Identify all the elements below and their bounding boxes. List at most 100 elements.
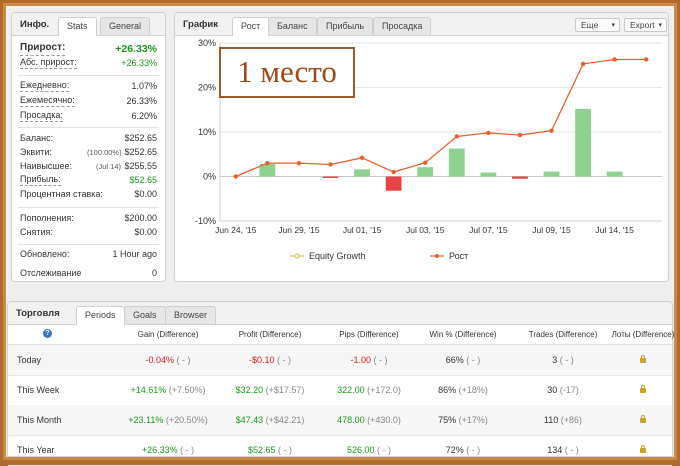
tab-browser[interactable]: Browser xyxy=(165,306,217,324)
lots-cell xyxy=(598,415,680,425)
win-cell: 75% (+17%) xyxy=(413,415,513,425)
column-header-gain[interactable]: Gain (Difference) xyxy=(137,330,199,339)
drawdown-label[interactable]: Просадка: xyxy=(20,110,63,122)
chart-panel: График Рост Баланс Прибыль Просадка Еще … xyxy=(174,12,669,282)
tab-balance[interactable]: Баланс xyxy=(268,17,317,35)
updated-row: Обновлено: 1 Hour ago xyxy=(20,248,157,261)
x-tick-label: Jul 03, '15 xyxy=(406,225,445,235)
info-icon[interactable]: ? xyxy=(43,329,52,338)
pips-diff: ( - ) xyxy=(373,355,388,365)
trades-value: 134 xyxy=(547,445,563,455)
tab-stats[interactable]: Stats xyxy=(58,17,97,36)
column-header-trades[interactable]: Trades (Difference) xyxy=(528,330,598,339)
pips-cell: 526.00 ( - ) xyxy=(319,445,419,455)
pips-value: 322.00 xyxy=(337,385,365,395)
growth-point xyxy=(265,160,270,166)
gain-value: -0.04% xyxy=(145,355,174,365)
highest-note: (Jul 14) xyxy=(96,162,122,171)
growth-point xyxy=(454,134,459,139)
column-header-pips[interactable]: Pips (Difference) xyxy=(339,330,399,339)
table-row: This Month +23.11% (+20.50%) $47.43 (+$42.… xyxy=(8,405,672,436)
overlay-text: 1 место xyxy=(237,54,337,89)
tracking-value: 0 xyxy=(151,268,157,278)
tab-profit[interactable]: Прибыль xyxy=(317,17,374,35)
growth-label[interactable]: Прирост: xyxy=(20,41,66,56)
lots-cell xyxy=(598,445,680,455)
gain-cell: +23.11% (+20.50%) xyxy=(118,415,218,425)
table-row: This Year +26.33% ( - ) $52.65 ( - ) 526.00… xyxy=(8,435,672,466)
legend-growth-label: Рост xyxy=(449,251,468,261)
y-tick-label: -10% xyxy=(195,216,216,226)
win-value: 66% xyxy=(445,355,464,365)
chevron-down-icon: ▾ xyxy=(658,22,662,29)
withdrawals-row: Снятия: $0.00 xyxy=(20,226,157,239)
profit-cell: $52.65 ( - ) xyxy=(220,445,320,455)
trading-title: Торговля xyxy=(16,308,60,319)
interest-label: Процентная ставка: xyxy=(20,189,103,199)
growth-point xyxy=(549,128,554,133)
pips-value: 478.00 xyxy=(337,415,365,425)
info-tabbar: Инфо. Stats General xyxy=(12,13,165,36)
win-value: 86% xyxy=(438,385,457,395)
profit-diff: (+$42.21) xyxy=(265,415,305,425)
trades-cell: 134 ( - ) xyxy=(513,445,613,455)
trading-tabbar: Торговля Periods Goals Browser xyxy=(8,302,672,325)
growth-point xyxy=(612,57,617,62)
lock-icon[interactable] xyxy=(640,385,646,393)
tracking-row: Отслеживание 0 xyxy=(20,267,157,280)
equity-value: $252.65 xyxy=(124,147,157,157)
y-tick-label: 0% xyxy=(203,172,216,182)
abs-growth-row: Абс. прирост: +26.33% xyxy=(20,57,157,70)
column-header-win[interactable]: Win % (Difference) xyxy=(429,330,497,339)
abs-growth-label[interactable]: Абс. прирост: xyxy=(20,57,77,69)
profit-diff: (+$17.57) xyxy=(265,385,305,395)
trades-diff: (-17) xyxy=(559,385,579,395)
monthly-value: 26.33% xyxy=(126,96,157,106)
y-tick-label: 20% xyxy=(198,83,216,93)
tab-periods[interactable]: Periods xyxy=(76,306,125,325)
column-header-lots[interactable]: Лоты (Difference) xyxy=(611,330,675,339)
divider xyxy=(18,75,159,76)
tab-growth[interactable]: Рост xyxy=(232,17,270,36)
lots-cell xyxy=(598,385,680,395)
period-cell: This Month xyxy=(17,415,62,425)
daily-label[interactable]: Ежедневно: xyxy=(20,80,70,92)
equity-growth-bar xyxy=(354,169,370,177)
growth-point xyxy=(486,130,491,136)
profit-label[interactable]: Прибыль: xyxy=(20,174,61,186)
equity-row: Эквити: (100.00%) $252.65 xyxy=(20,146,157,159)
tab-goals[interactable]: Goals xyxy=(124,306,166,324)
trades-cell: 110 (+86) xyxy=(513,415,613,425)
monthly-label[interactable]: Ежемесячно: xyxy=(20,95,75,107)
profit-diff: ( - ) xyxy=(278,445,293,455)
more-button[interactable]: Еще ▾ xyxy=(575,18,620,32)
column-header-profit[interactable]: Profit (Difference) xyxy=(238,330,302,339)
equity-growth-bar xyxy=(448,148,465,177)
lock-icon[interactable] xyxy=(640,355,646,363)
tab-general[interactable]: General xyxy=(100,17,151,35)
divider xyxy=(18,127,159,128)
tab-drawdown[interactable]: Просадка xyxy=(373,17,432,35)
equity-label: Эквити: xyxy=(20,147,52,157)
drawdown-row: Просадка: 6.20% xyxy=(20,110,157,123)
equity-growth-bar xyxy=(575,108,591,177)
win-value: 72% xyxy=(445,445,464,455)
balance-label: Баланс: xyxy=(20,133,54,143)
lock-icon[interactable] xyxy=(640,445,646,453)
win-cell: 86% (+18%) xyxy=(413,385,513,395)
gain-cell: +26.33% ( - ) xyxy=(118,445,218,455)
y-tick-label: 30% xyxy=(198,38,216,48)
equity-growth-bar xyxy=(385,176,402,191)
monthly-row: Ежемесячно: 26.33% xyxy=(20,95,157,108)
trades-diff: ( - ) xyxy=(559,355,574,365)
pips-value: 526.00 xyxy=(346,445,375,455)
legend-equity-growth-marker xyxy=(294,253,300,259)
export-button[interactable]: Export ▾ xyxy=(624,18,667,32)
abs-growth-value: +26.33% xyxy=(121,58,157,68)
growth-point xyxy=(644,57,649,62)
gain-diff: (+7.50%) xyxy=(168,385,206,395)
lock-icon[interactable] xyxy=(640,415,646,423)
profit-cell: -$0.10 ( - ) xyxy=(220,355,320,365)
win-diff: (+17%) xyxy=(458,415,488,425)
equity-growth-bar xyxy=(417,167,434,177)
